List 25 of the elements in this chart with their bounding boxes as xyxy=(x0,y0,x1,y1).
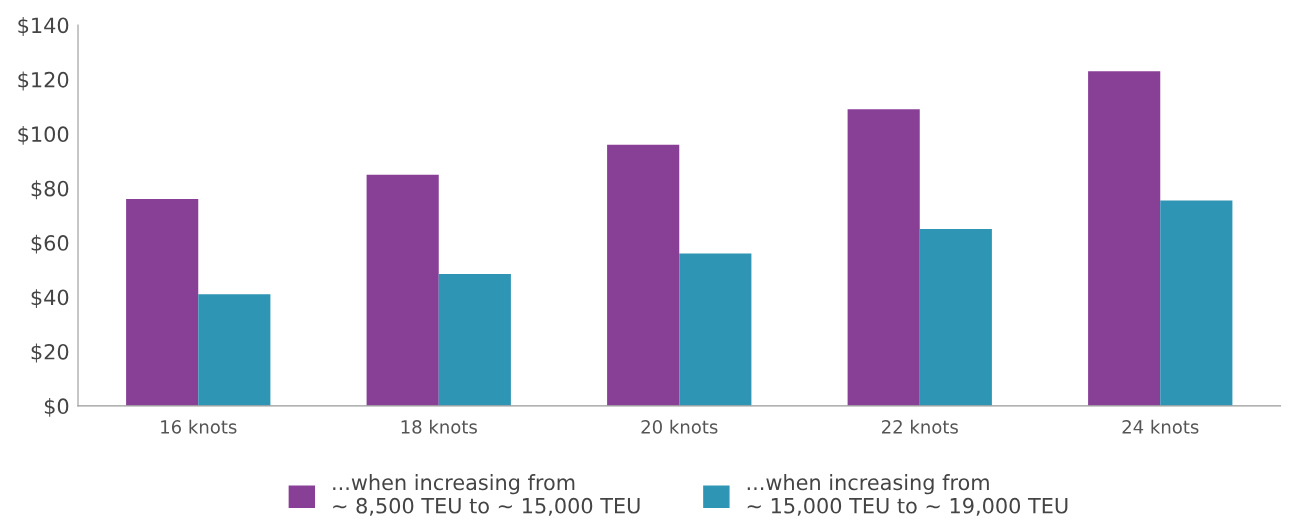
bar xyxy=(198,294,271,406)
legend-label: ...when increasing from ~ 15,000 TEU to ~ 19,000 TEU xyxy=(747,474,1068,516)
y-tick-label: $140 xyxy=(18,17,69,36)
x-tick-label: 22 knots xyxy=(882,419,958,434)
y-tick-label: $20 xyxy=(31,343,69,363)
x-tick-label: 18 knots xyxy=(401,419,477,434)
bar xyxy=(126,199,199,406)
x-tick-label: 24 knots xyxy=(1122,419,1199,434)
bar xyxy=(438,273,511,406)
bar xyxy=(1088,71,1161,406)
bar xyxy=(607,144,680,406)
legend-label: ...when increasing from ~ 8,500 TEU to ~ 15,000 TEU xyxy=(333,474,640,516)
bar xyxy=(919,229,992,406)
y-tick-label: $120 xyxy=(18,71,69,91)
y-tick-label: $40 xyxy=(31,289,69,309)
bar xyxy=(1160,200,1233,406)
bar xyxy=(679,253,752,406)
bar xyxy=(847,109,920,406)
y-tick-label: $80 xyxy=(31,180,69,200)
y-tick-label: $0 xyxy=(44,397,69,417)
x-tick-label: 16 knots xyxy=(161,419,237,434)
y-tick-label: $60 xyxy=(31,234,69,254)
bar xyxy=(366,174,439,406)
x-tick-label: 20 knots xyxy=(641,419,718,434)
y-tick-label: $100 xyxy=(18,125,69,145)
